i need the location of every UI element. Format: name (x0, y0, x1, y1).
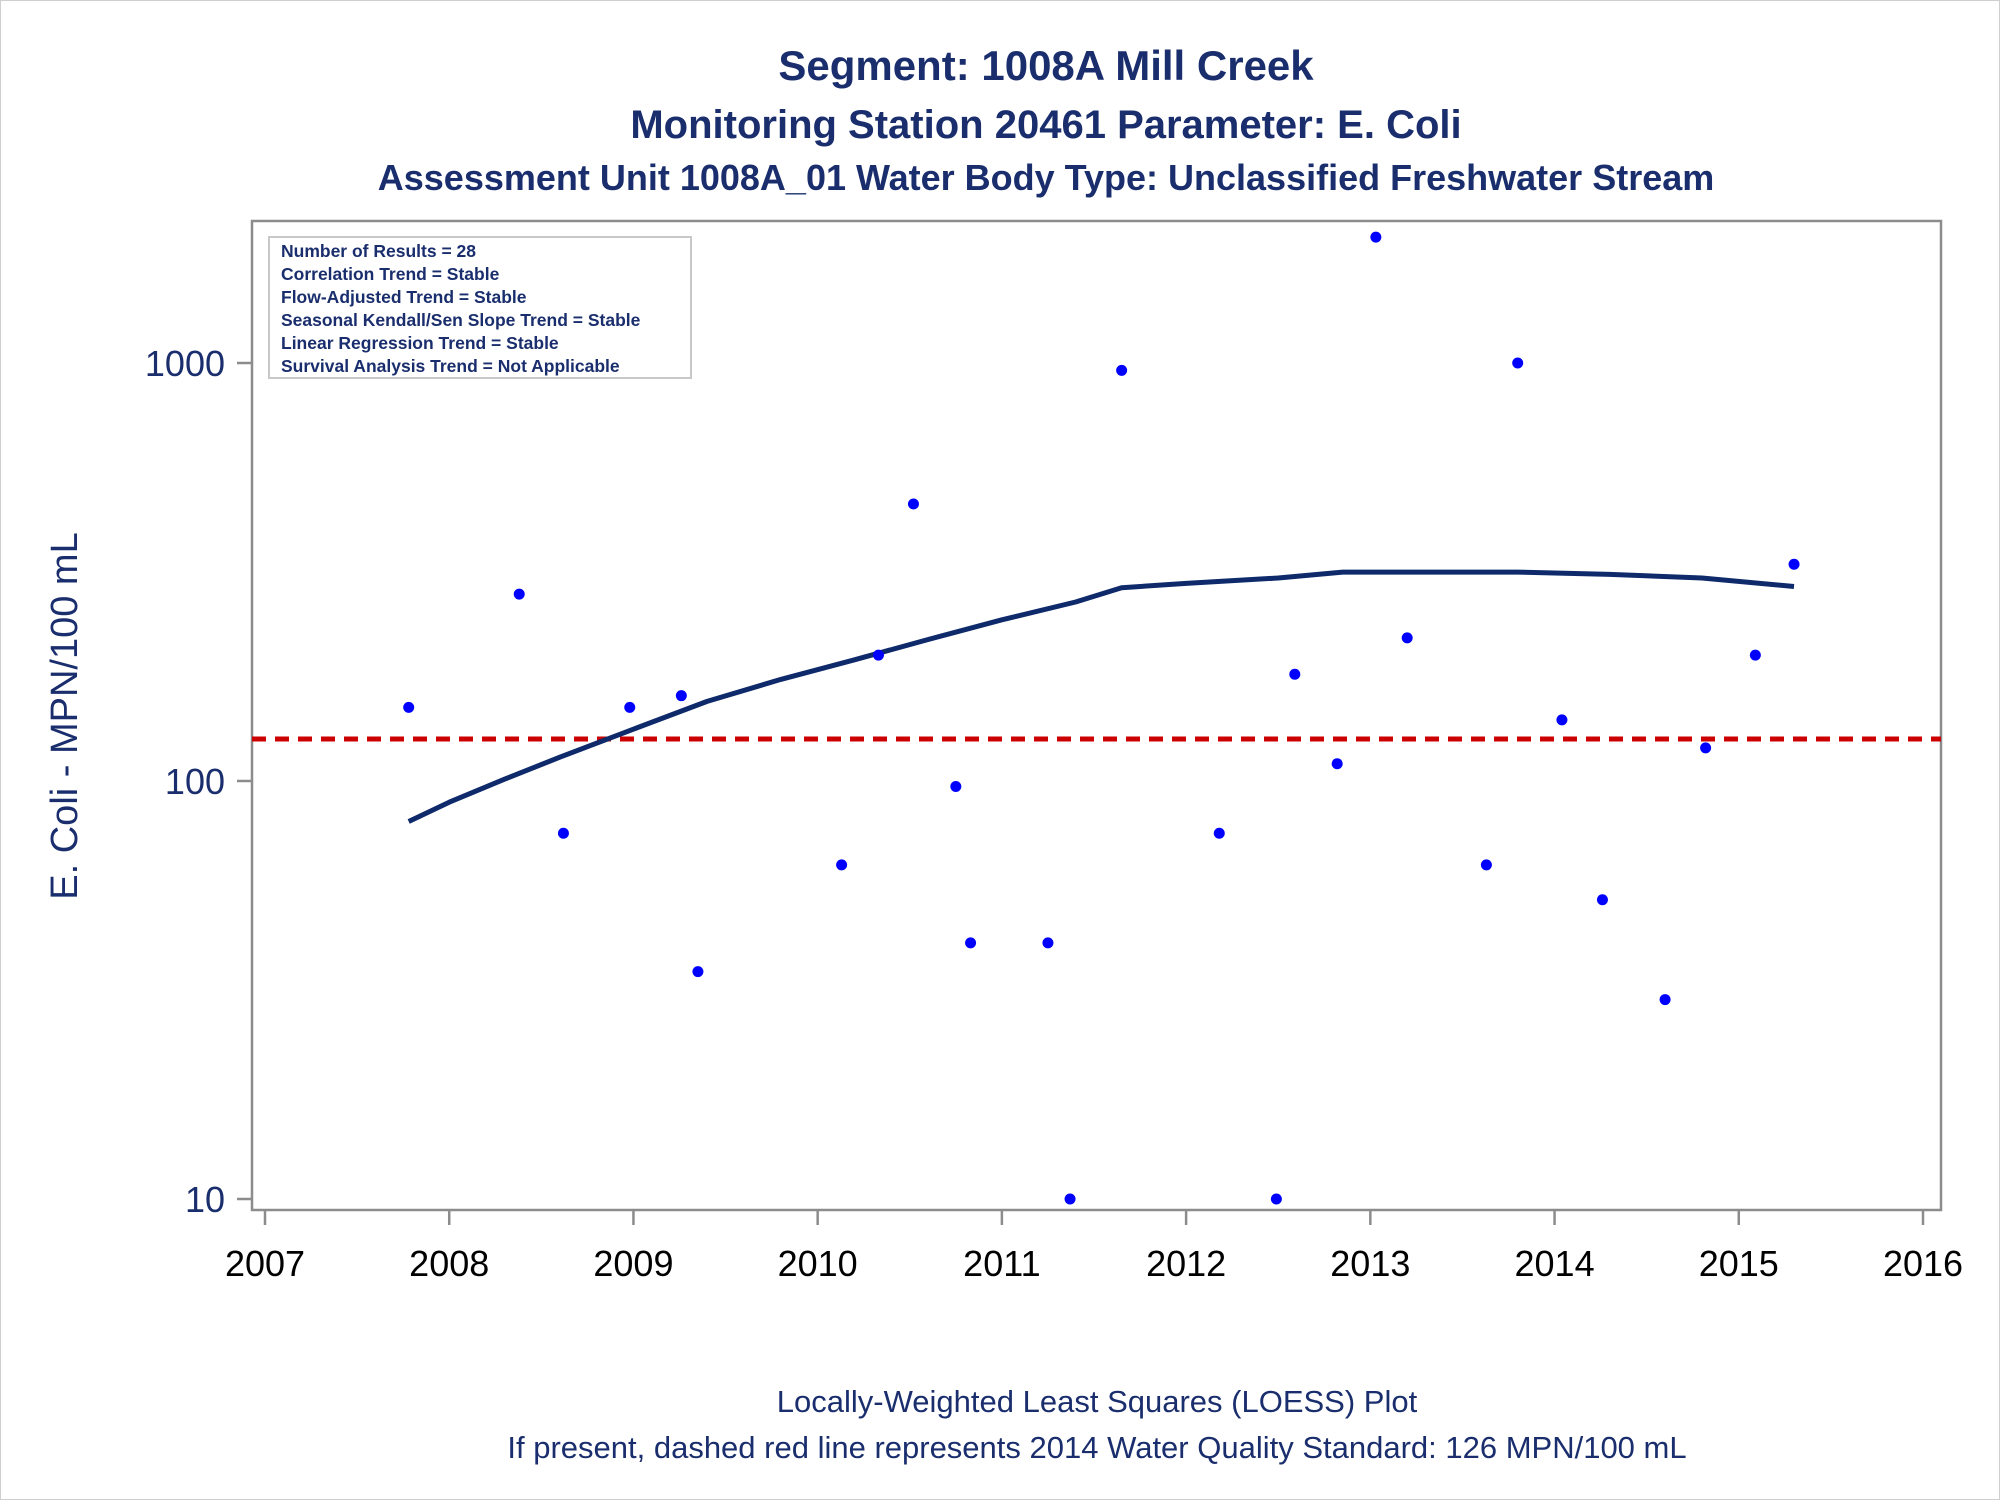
loess-line (407, 569, 1795, 824)
data-point (1512, 357, 1524, 369)
data-point (1331, 758, 1343, 770)
footnote-standard: If present, dashed red line represents 2… (507, 1430, 1686, 1465)
chart-subtitle: Monitoring Station 20461 Parameter: E. C… (630, 103, 1461, 147)
stats-line-linear-regression: Linear Regression Trend = Stable (281, 333, 559, 353)
data-point (836, 859, 848, 871)
data-point (624, 701, 636, 713)
stats-line-survival-analysis: Survival Analysis Trend = Not Applicable (281, 356, 620, 376)
x-tick-label: 2015 (1699, 1243, 1779, 1284)
data-point (1556, 714, 1568, 726)
stats-box-frame (268, 236, 692, 379)
data-point (1788, 558, 1800, 570)
data-point (1659, 994, 1671, 1006)
data-point (1480, 859, 1492, 871)
x-tick-label: 2016 (1883, 1243, 1963, 1284)
data-point (1596, 894, 1608, 906)
data-point (1401, 632, 1413, 644)
data-points (403, 231, 1800, 1205)
data-point (1700, 742, 1712, 754)
data-point (907, 498, 919, 510)
footnote-loess: Locally-Weighted Least Squares (LOESS) P… (777, 1384, 1418, 1419)
chart-title: Segment: 1008A Mill Creek (778, 42, 1314, 89)
data-point (675, 690, 687, 702)
data-point (950, 781, 962, 793)
y-tick-label: 100 (165, 761, 225, 802)
x-tick-label: 2007 (225, 1243, 305, 1284)
data-point (557, 827, 569, 839)
data-point (1749, 649, 1761, 661)
plot-area (250, 219, 1943, 1212)
data-point (1064, 1193, 1076, 1205)
x-tick-label: 2008 (409, 1243, 489, 1284)
data-point (1289, 668, 1301, 680)
data-point (1370, 231, 1382, 243)
data-point (692, 966, 704, 978)
x-tick-label: 2010 (778, 1243, 858, 1284)
data-point (403, 701, 415, 713)
x-tick-label: 2012 (1146, 1243, 1226, 1284)
x-axis-ticks: 2007 2008 2009 2010 2011 2012 2013 2014 2015 2016 (225, 1210, 1963, 1284)
data-point (513, 588, 525, 600)
stats-line-results: Number of Results = 28 (281, 241, 476, 261)
y-tick-label: 1000 (145, 343, 225, 384)
stats-line-correlation: Correlation Trend = Stable (281, 264, 500, 284)
stats-line-flow-adjusted: Flow-Adjusted Trend = Stable (281, 287, 527, 307)
data-point (1270, 1193, 1282, 1205)
stats-line-seasonal-kendall: Seasonal Kendall/Sen Slope Trend = Stabl… (281, 310, 641, 330)
y-tick-label: 10 (185, 1179, 225, 1220)
y-axis-label: E. Coli - MPN/100 mL (44, 532, 86, 899)
stats-box: Number of Results = 28 Correlation Trend… (268, 236, 692, 379)
data-point (965, 937, 977, 949)
x-tick-label: 2009 (593, 1243, 673, 1284)
x-tick-label: 2011 (963, 1243, 1040, 1284)
y-axis-ticks: 10 100 1000 (145, 343, 252, 1220)
data-point (1116, 364, 1128, 376)
x-tick-label: 2013 (1330, 1243, 1410, 1284)
chart-subtitle-2: Assessment Unit 1008A_01 Water Body Type… (378, 157, 1715, 198)
x-tick-label: 2014 (1515, 1243, 1595, 1284)
data-point (1213, 827, 1225, 839)
data-point (1042, 937, 1054, 949)
data-point (872, 649, 884, 661)
